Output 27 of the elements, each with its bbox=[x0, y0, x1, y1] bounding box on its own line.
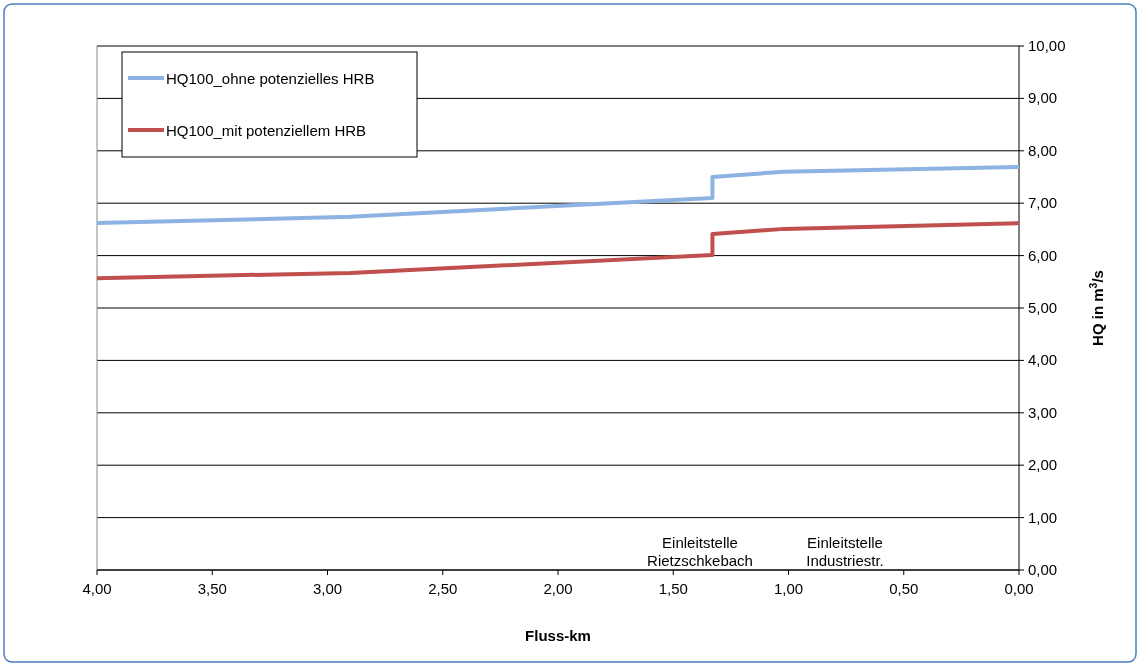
y-tick-label: 7,00 bbox=[1028, 194, 1058, 212]
y-tick-label: 6,00 bbox=[1028, 246, 1058, 264]
annotation: Einleitstelle Rietzschkebach bbox=[647, 534, 753, 569]
x-tick-label: 0,50 bbox=[889, 580, 919, 597]
x-axis-title: Fluss-km bbox=[525, 627, 591, 644]
x-tick-label: 2,50 bbox=[428, 580, 458, 597]
x-tick-label: 4,00 bbox=[82, 580, 112, 597]
y-tick-label: 2,00 bbox=[1028, 456, 1058, 474]
y-tick-label: 3,00 bbox=[1028, 403, 1058, 421]
y-tick-label: 1,00 bbox=[1028, 508, 1058, 526]
line-series bbox=[95, 165, 1021, 226]
y-tick-label: 0,00 bbox=[1028, 561, 1058, 578]
x-tick-label: 1,50 bbox=[658, 580, 688, 597]
y-tick-label: 10,00 bbox=[1028, 37, 1066, 54]
y-tick-label: 8,00 bbox=[1028, 141, 1058, 159]
annotation: Einleitstelle Industriestr. bbox=[806, 534, 884, 569]
x-tick-label: 3,00 bbox=[312, 580, 343, 597]
x-tick-label: 1,00 bbox=[773, 580, 804, 597]
y-tick-label: 4,00 bbox=[1028, 351, 1058, 369]
legend-label: HQ100_ohne potenzielles HRB bbox=[166, 70, 375, 87]
legend-label: HQ100_mit potenziellem HRB bbox=[166, 122, 367, 139]
x-tick-label: 3,50 bbox=[197, 580, 227, 597]
y-tick-label: 9,00 bbox=[1028, 89, 1058, 107]
x-tick-label: 0,00 bbox=[1004, 580, 1034, 597]
y-tick-label: 5,00 bbox=[1028, 299, 1058, 316]
line-series bbox=[95, 221, 1021, 281]
x-tick-label: 2,00 bbox=[543, 580, 573, 597]
